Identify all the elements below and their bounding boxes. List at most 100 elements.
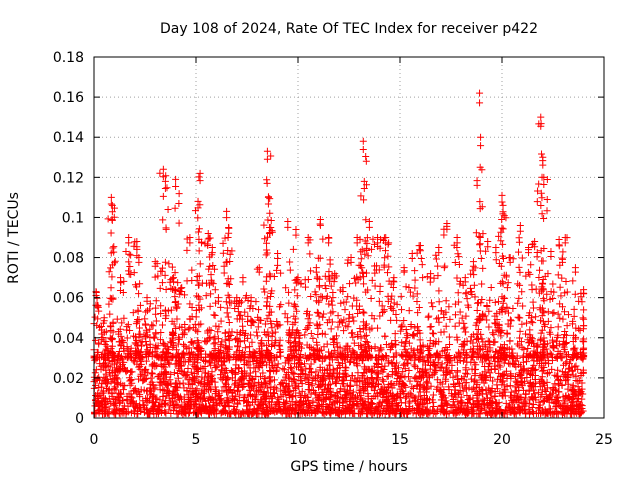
data-point [517,362,525,370]
data-point [118,319,126,327]
data-point [266,195,274,203]
data-point [169,330,177,338]
data-point [127,251,135,259]
data-point [576,348,584,356]
data-point [136,348,144,356]
data-point [474,334,482,342]
data-point [515,248,523,256]
data-point [117,332,125,340]
data-point [180,329,188,337]
data-point [312,291,320,299]
data-point [372,403,380,411]
data-point [283,383,291,391]
data-point [404,373,412,381]
data-point [502,271,510,279]
data-point [125,239,133,247]
data-point [233,336,241,344]
data-point [559,403,567,411]
data-point [157,409,165,417]
data-point [292,363,300,371]
data-point [475,232,483,240]
data-point [559,255,567,263]
data-point [423,410,431,417]
data-point [201,337,209,345]
data-point [384,372,392,380]
data-point [263,249,271,257]
data-point [408,254,416,262]
data-point [462,351,470,359]
data-point [149,393,157,401]
data-point [445,333,453,341]
data-point [110,385,118,393]
data-point [250,408,258,416]
data-point [570,345,578,353]
data-point [437,307,445,315]
data-point [468,385,476,393]
data-point [423,384,431,392]
data-point [310,351,318,359]
data-point [484,243,492,251]
data-point [208,394,216,402]
data-point [228,397,236,405]
data-point [346,280,354,288]
data-point [489,338,497,346]
data-point [175,200,183,208]
data-point [154,272,162,280]
data-point [304,379,312,386]
data-point [478,376,486,384]
data-point [263,147,271,155]
data-point [502,367,510,375]
data-point [537,122,545,130]
data-point [313,308,321,316]
data-point [540,397,548,405]
data-point [297,350,305,358]
data-point [208,371,216,379]
data-point [142,348,150,356]
data-point [323,408,331,416]
data-point [354,310,362,318]
data-point [156,284,164,292]
data-point [537,113,545,121]
data-point [260,285,268,293]
data-points [90,89,588,418]
x-axis-label: GPS time / hours [290,459,407,475]
data-point [354,369,362,377]
data-point [267,317,275,325]
data-point [192,306,200,314]
data-point [246,401,254,409]
data-point [247,410,255,418]
data-point [470,281,478,289]
data-point [209,406,217,414]
data-point [149,370,157,378]
data-point [291,286,299,294]
data-point [184,364,192,372]
x-tick-label: 10 [289,432,307,448]
data-point [114,368,122,376]
data-point [377,385,385,393]
data-point [523,350,531,358]
data-point [123,326,131,334]
data-point [197,378,205,386]
data-point [359,325,367,333]
data-point [212,299,220,307]
data-point [389,306,397,314]
data-point [498,198,506,206]
data-point [180,384,188,392]
data-point [174,300,182,308]
data-point [429,391,437,399]
data-point [170,407,178,415]
data-point [443,225,451,233]
data-point [193,391,200,399]
data-point [102,328,110,336]
data-point [117,278,125,286]
data-point [510,409,518,417]
data-point [307,368,315,376]
data-point [534,187,542,195]
data-point [167,306,175,314]
data-point [495,232,503,240]
data-point [509,305,517,313]
data-point [520,365,528,373]
data-point [571,408,579,416]
data-point [164,381,172,389]
data-point [188,388,196,396]
